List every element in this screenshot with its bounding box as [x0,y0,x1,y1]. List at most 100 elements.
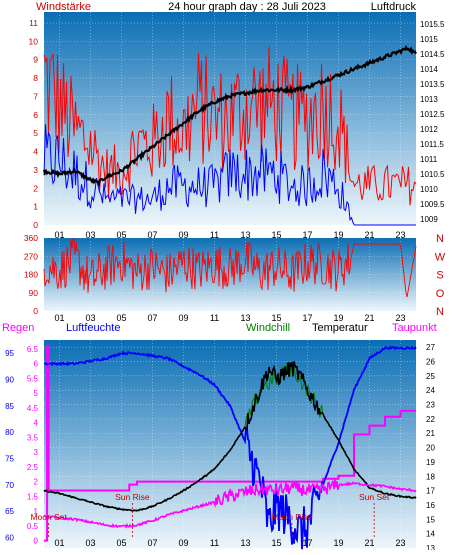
pressure-axis-tick: 1014 [420,65,438,74]
humidity-label: Luftfeuchte [66,322,120,334]
hour-tick-label: 09 [178,538,188,548]
rain-axis-tick: 1 [34,507,39,516]
hour-tick-label: 07 [147,313,157,323]
wind-series [43,46,417,226]
climate-plot-area [44,340,416,548]
rain-label: Regen [2,322,34,334]
pressure-axis-tick: 1009 [420,215,438,224]
temperature-axis-tick: 18 [426,472,435,481]
direction-axis-tick: 180 [24,270,38,280]
hour-tick-label: 09 [178,230,188,240]
direction-axis-tick: 90 [29,288,39,298]
hour-tick-label: 15 [271,230,281,240]
rain-axis-tick: 4 [34,419,39,428]
compass-label: O [436,288,445,300]
hour-tick-label: 11 [210,230,219,240]
hour-tick-label: 15 [271,538,281,548]
wind-axis-tick: 9 [33,55,38,65]
rain-axis-tick: 5.5 [27,374,39,383]
rain-axis-tick: 0 [34,537,39,546]
hour-tick-label: 17 [302,230,312,240]
compass-label: W [435,251,446,263]
astro-events: Moon Set Sun Rise Moon Rise Sun Set [30,492,390,538]
temperature-axis-tick: 25 [426,372,435,381]
hour-tick-label: 05 [116,538,126,548]
event-label: Moon Set [30,512,67,522]
pressure-axis-tick: 1009.5 [420,200,445,209]
rain-axis-tick: 2 [34,478,39,487]
direction-axis-tick: 0 [33,306,38,316]
wind-axis-tick: 3 [33,165,38,175]
wind-plot-area [44,12,416,225]
temperature-axis-tick: 15 [426,515,435,524]
temperature-axis-tick: 23 [426,401,435,410]
hour-tick-label: 07 [147,230,157,240]
hour-tick-label: 17 [302,538,312,548]
humidity-line [43,345,417,550]
humidity-axis-tick: 65 [5,507,14,516]
pressure-axis-tick: 1013 [420,95,438,104]
pressure-axis-tick: 1011 [420,155,438,164]
hour-tick-label: 05 [116,230,126,240]
hour-tick-label: 11 [210,313,219,323]
humidity-axis-tick: 95 [5,349,14,358]
temperature-axis-tick: 24 [426,386,435,395]
wind-axis-tick: 6 [33,110,38,120]
hour-tick-label: 01 [54,230,64,240]
hour-tick-label: 19 [333,230,343,240]
axes-labels: 0101030305050707090911111313151517171919… [5,18,446,553]
hour-tick-label: 21 [364,313,374,323]
hour-tick-label: 01 [54,313,64,323]
hour-tick-label: 11 [210,538,219,548]
windchill-label: Windchill [246,322,290,334]
direction-axis-tick: 270 [24,251,38,261]
temperature-axis-tick: 16 [426,501,435,510]
temperature-axis-tick: 20 [426,444,435,453]
wind-strength-label: Windstärke [36,1,91,13]
wind-axis-tick: 1 [33,202,38,212]
rain-axis-tick: 3 [34,448,39,457]
rain-axis-tick: 0.5 [27,522,39,531]
compass-label: N [436,306,444,318]
wind-axis-tick: 8 [33,73,38,83]
rain-axis-tick: 3.5 [27,433,39,442]
hour-tick-label: 13 [240,538,250,548]
temperature-line [43,361,417,512]
event-label: Sun Rise [115,492,150,502]
wind-axis-tick: 10 [29,36,39,46]
hour-tick-label: 13 [240,313,250,323]
rain-axis-tick: 1.5 [27,492,39,501]
temperature-axis-tick: 17 [426,487,435,496]
hour-tick-label: 03 [85,538,95,548]
hour-tick-label: 23 [395,538,405,548]
dewpoint-line [43,479,417,529]
wind-axis-tick: 7 [33,91,38,101]
temperature-axis-tick: 13 [426,544,435,550]
hour-tick-label: 23 [395,313,405,323]
hour-tick-label: 07 [147,538,157,548]
air-pressure-label: Luftdruck [371,1,417,13]
event-label: Sun Set [359,492,390,502]
humidity-axis-tick: 75 [5,454,14,463]
chart-title: 24 hour graph day : 28 Juli 2023 [168,1,326,13]
rain-axis-tick: 4.5 [27,404,39,413]
rain-axis-tick: 6.5 [27,345,39,354]
humidity-axis-tick: 70 [5,481,14,490]
wind-axis-tick: 5 [33,128,38,138]
pressure-series [42,44,417,188]
climate-series [43,344,417,550]
pressure-axis-tick: 1013.5 [420,80,445,89]
temperature-label: Temperatur [312,322,368,334]
temperature-axis-tick: 19 [426,458,435,467]
humidity-axis-tick: 90 [5,375,14,384]
hour-tick-label: 03 [85,230,95,240]
event-label: Moon Rise [272,512,313,522]
hour-tick-label: 03 [85,313,95,323]
humidity-axis-tick: 80 [5,428,14,437]
hour-tick-label: 01 [54,538,64,548]
pressure-axis-tick: 1014.5 [420,50,445,59]
temperature-axis-tick: 26 [426,358,435,367]
pressure-axis-tick: 1015.5 [420,20,445,29]
direction-series [43,237,417,298]
